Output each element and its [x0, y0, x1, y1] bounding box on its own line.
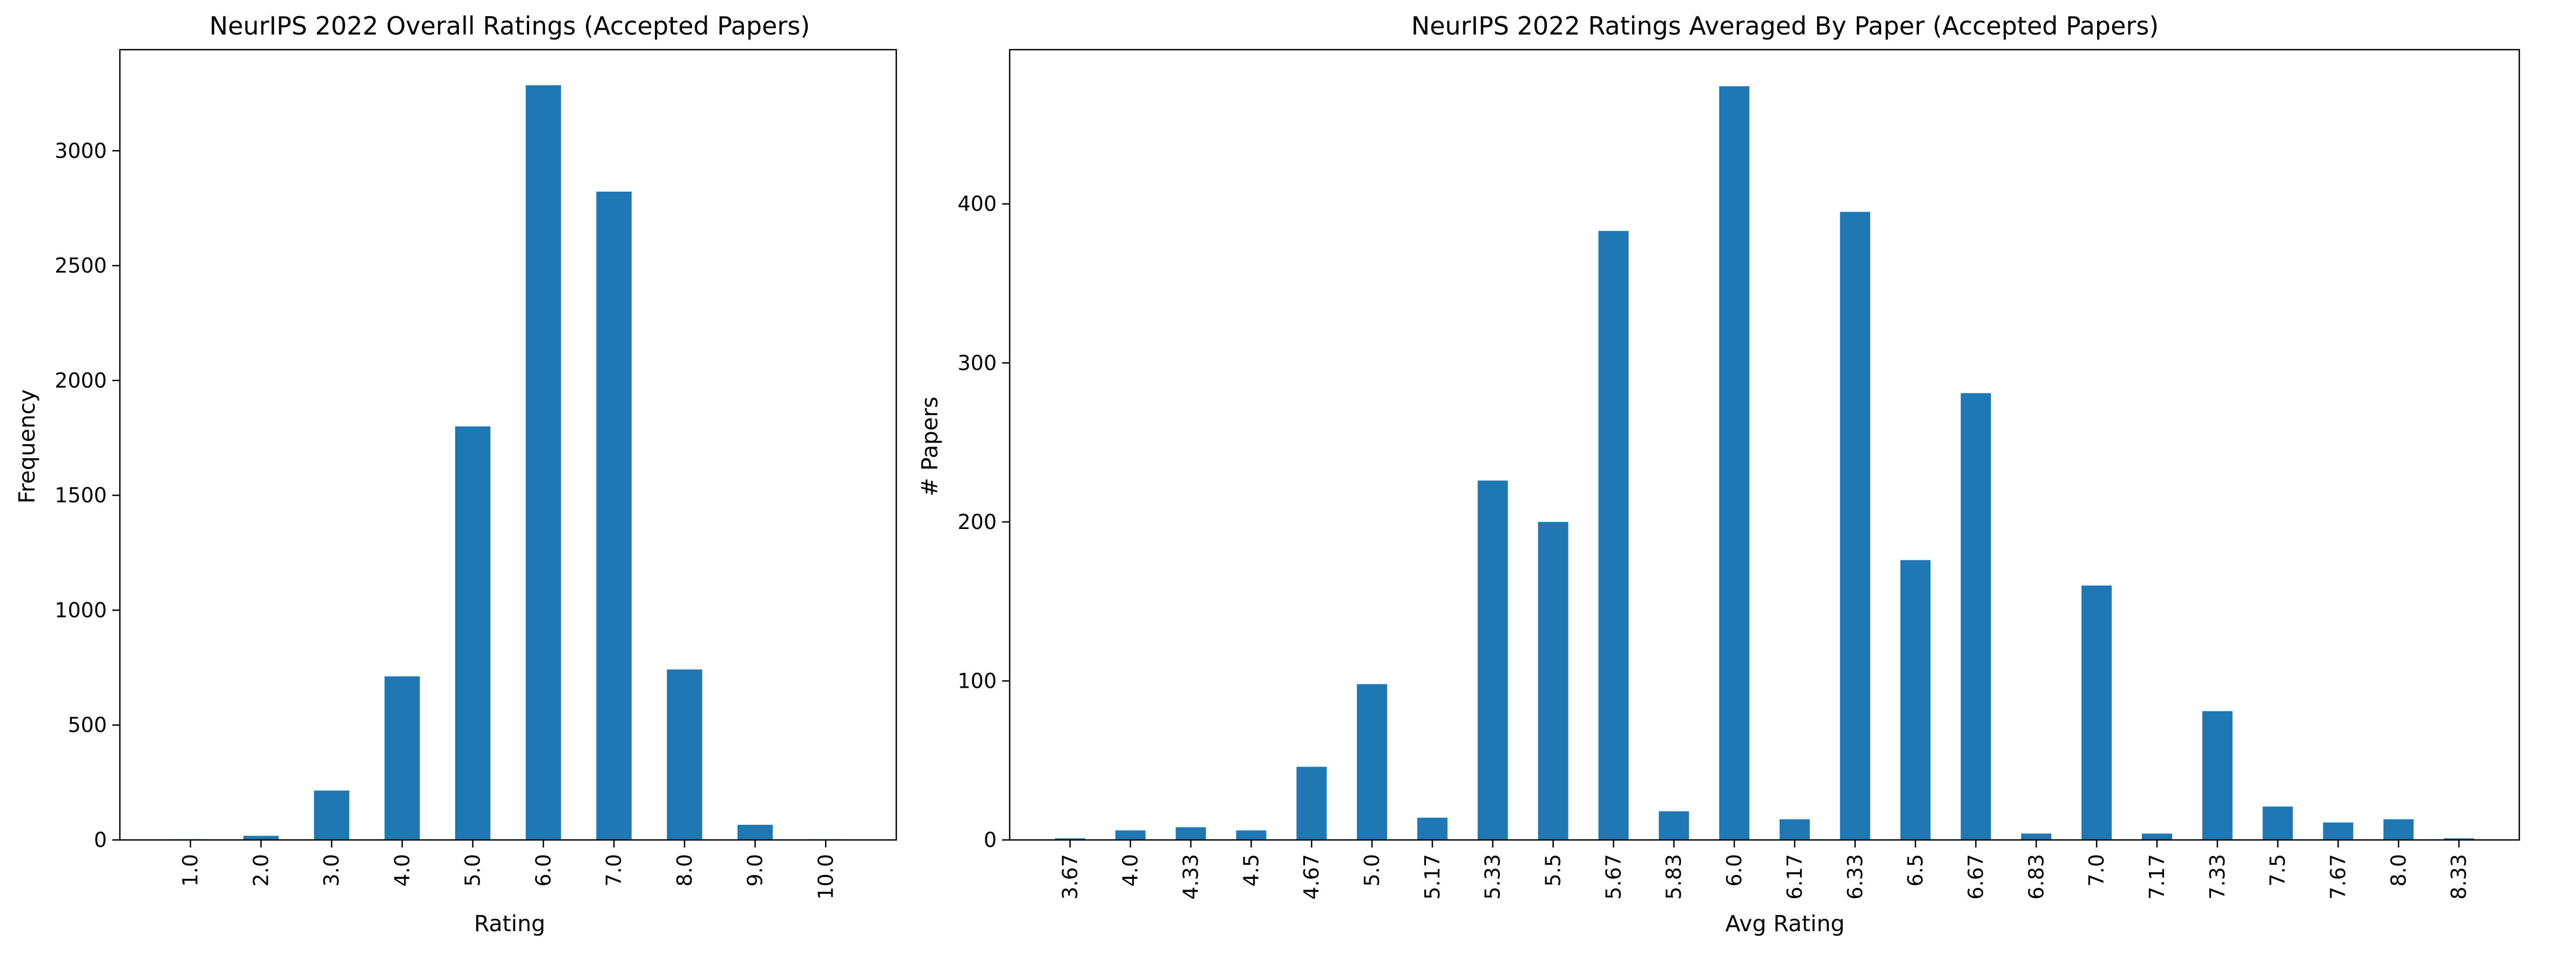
x-tick-label: 4.0	[1119, 854, 1142, 886]
x-tick-label: 7.5	[2266, 854, 2290, 886]
x-tick-label: 5.67	[1601, 854, 1625, 900]
x-tick-label: 4.0	[390, 854, 414, 886]
x-tick-label: 5.17	[1421, 854, 1444, 900]
chart-title: NeurIPS 2022 Overall Ratings (Accepted P…	[209, 11, 810, 40]
y-tick-label: 1500	[55, 484, 107, 507]
y-tick-label: 2500	[55, 254, 107, 277]
y-tick-label: 100	[957, 669, 997, 693]
y-axis-label: Frequency	[14, 389, 40, 504]
x-axis-label: Rating	[474, 911, 545, 937]
y-tick-label: 200	[957, 510, 997, 534]
bar-7.5	[2262, 806, 2293, 840]
x-tick-label: 5.5	[1541, 854, 1565, 886]
x-tick-label: 8.33	[2447, 854, 2471, 900]
bar-9.0	[737, 824, 773, 840]
x-tick-label: 3.0	[320, 854, 343, 886]
bar-4.0	[1115, 830, 1146, 840]
bar-5.0	[1357, 684, 1387, 840]
x-tick-label: 8.0	[673, 854, 697, 886]
bar-7.67	[2323, 822, 2354, 840]
bar-6.67	[1960, 393, 1991, 840]
x-tick-label: 3.67	[1058, 854, 1082, 900]
bar-8.0	[2383, 819, 2414, 840]
x-tick-label: 6.33	[1843, 854, 1867, 900]
bar-6.0	[525, 85, 562, 840]
bar-4.33	[1175, 827, 1206, 840]
bar-6.33	[1840, 212, 1870, 840]
x-tick-label: 6.0	[531, 854, 555, 886]
bar-4.67	[1296, 767, 1327, 840]
x-tick-label: 5.0	[1360, 854, 1384, 886]
x-tick-label: 8.0	[2386, 854, 2410, 886]
axes-frame	[1009, 49, 2520, 841]
y-tick-label: 300	[957, 351, 997, 375]
bar-3.0	[314, 790, 349, 840]
x-tick-label: 6.83	[2024, 854, 2048, 900]
bar-6.0	[1719, 86, 1750, 840]
x-tick-label: 1.0	[179, 854, 202, 886]
x-tick-label: 5.0	[461, 854, 485, 886]
bar-5.33	[1477, 480, 1508, 840]
x-axis-label: Avg Rating	[1725, 911, 1844, 937]
y-tick-label: 3000	[55, 139, 107, 162]
axes-frame	[119, 49, 897, 841]
chart-title: NeurIPS 2022 Ratings Averaged By Paper (…	[1411, 11, 2159, 40]
bar-7.33	[2202, 711, 2233, 840]
bar-4.5	[1236, 830, 1267, 840]
averaged-ratings-chart: NeurIPS 2022 Ratings Averaged By Paper (…	[917, 11, 2520, 937]
x-tick-label: 7.0	[602, 854, 626, 886]
x-tick-label: 5.33	[1481, 854, 1505, 900]
bar-5.67	[1598, 230, 1629, 840]
bar-3.67	[1054, 838, 1085, 840]
x-tick-label: 5.83	[1662, 854, 1686, 900]
y-tick-label: 0	[94, 828, 107, 852]
x-tick-label: 9.0	[743, 854, 767, 886]
bar-8.33	[2444, 838, 2474, 840]
x-tick-label: 7.17	[2145, 854, 2169, 900]
y-tick-label: 500	[67, 713, 107, 737]
bar-7.0	[596, 192, 632, 840]
bar-7.17	[2142, 833, 2172, 840]
y-tick-label: 1000	[55, 598, 107, 622]
bar-7.0	[2081, 585, 2112, 840]
bar-6.5	[1900, 560, 1931, 840]
bar-6.17	[1779, 819, 1810, 840]
bar-5.5	[1538, 521, 1568, 840]
x-tick-label: 7.67	[2326, 854, 2350, 900]
x-tick-label: 6.17	[1783, 854, 1807, 900]
y-tick-label: 400	[957, 192, 997, 216]
x-tick-label: 6.0	[1722, 854, 1746, 886]
x-tick-label: 4.5	[1239, 854, 1263, 886]
y-axis-label: # Papers	[917, 397, 943, 497]
x-tick-label: 4.67	[1300, 854, 1323, 900]
bar-2.0	[243, 836, 279, 840]
bar-5.83	[1659, 811, 1689, 840]
bar-8.0	[667, 669, 702, 840]
y-tick-label: 0	[984, 828, 997, 852]
bar-5.17	[1417, 817, 1448, 840]
overall-ratings-chart: NeurIPS 2022 Overall Ratings (Accepted P…	[14, 11, 897, 937]
x-tick-label: 2.0	[249, 854, 273, 886]
x-tick-label: 4.33	[1179, 854, 1203, 900]
bar-6.83	[2021, 833, 2052, 840]
x-tick-label: 7.33	[2206, 854, 2229, 900]
x-tick-label: 7.0	[2085, 854, 2108, 886]
bar-4.0	[384, 676, 420, 840]
y-tick-label: 2000	[55, 369, 107, 392]
bar-5.0	[455, 426, 491, 840]
x-tick-label: 6.5	[1904, 854, 1928, 886]
x-tick-label: 10.0	[814, 854, 837, 900]
x-tick-label: 6.67	[1964, 854, 1987, 900]
